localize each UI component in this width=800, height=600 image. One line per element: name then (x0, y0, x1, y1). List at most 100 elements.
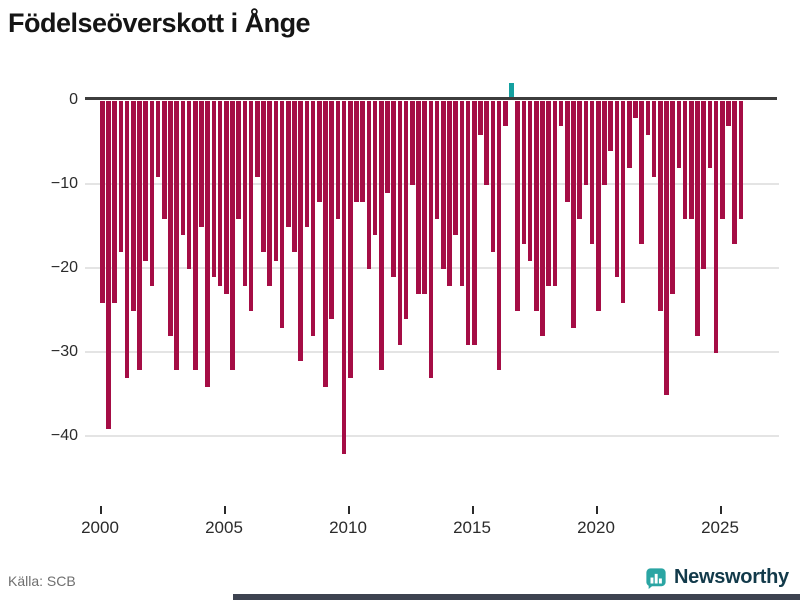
bar-2024-Q1 (695, 101, 700, 337)
bar-2021-Q2 (627, 101, 632, 169)
bar-2009-Q2 (329, 101, 334, 320)
bar-2005-Q4 (242, 101, 248, 286)
zero-axis-line (85, 97, 777, 100)
y-tick-label: −10 (50, 175, 78, 192)
bar-2007-Q2 (279, 101, 285, 328)
bar-2013-Q4 (441, 101, 446, 269)
bar-2020-Q2 (602, 101, 607, 185)
bar-2008-Q2 (304, 101, 310, 227)
bar-2025-Q1 (720, 101, 725, 219)
bar-2007-Q3 (286, 101, 291, 227)
bar-2007-Q1 (273, 101, 279, 261)
bar-2023-Q1 (670, 101, 675, 295)
bar-2023-Q3 (682, 101, 688, 219)
bar-2010-Q4 (366, 101, 372, 269)
bar-2012-Q3 (410, 101, 415, 185)
x-tick-label: 2025 (701, 518, 739, 537)
bar-2000-Q1 (100, 101, 105, 303)
bar-2013-Q2 (428, 101, 434, 379)
bar-2005-Q3 (236, 101, 241, 219)
bar-2018-Q1 (546, 101, 551, 286)
y-tick-label: −20 (50, 259, 78, 276)
bar-2008-Q3 (310, 101, 316, 337)
bar-2015-Q4 (490, 101, 496, 253)
bar-2012-Q2 (403, 101, 409, 320)
bar-2022-Q3 (658, 101, 663, 311)
bar-2001-Q1 (124, 101, 130, 379)
bar-2011-Q3 (385, 101, 390, 194)
bar-2019-Q4 (589, 101, 595, 244)
x-tick-mark (224, 506, 226, 514)
bar-2002-Q4 (168, 101, 173, 337)
brand-logo: Newsworthy (645, 566, 789, 589)
bar-2017-Q3 (534, 101, 539, 311)
bar-2010-Q2 (354, 101, 359, 202)
bar-2006-Q2 (255, 101, 260, 177)
gridline (85, 435, 779, 437)
bar-2019-Q3 (583, 101, 589, 185)
bar-2001-Q2 (131, 101, 136, 311)
bar-2011-Q4 (391, 101, 396, 278)
bar-2020-Q3 (608, 101, 613, 152)
x-tick-mark (348, 506, 350, 514)
page-title: Födelseöverskott i Ånge (8, 8, 311, 38)
newsworthy-icon (645, 567, 667, 589)
bar-2023-Q4 (689, 101, 694, 219)
bar-2019-Q2 (577, 101, 582, 219)
bar-2006-Q1 (248, 101, 254, 311)
bar-2001-Q4 (143, 101, 148, 261)
bar-2000-Q4 (118, 101, 124, 253)
bar-2002-Q2 (155, 101, 161, 177)
bar-2019-Q1 (571, 101, 576, 328)
bar-2014-Q4 (465, 101, 471, 345)
bar-2015-Q2 (478, 101, 483, 135)
bar-2005-Q1 (224, 101, 229, 295)
bar-2014-Q2 (453, 101, 458, 236)
bar-2003-Q2 (180, 101, 186, 236)
x-tick-label: 2005 (205, 518, 243, 537)
bar-2000-Q2 (106, 101, 111, 429)
bar-2001-Q3 (137, 101, 142, 370)
bar-2015-Q3 (484, 101, 489, 185)
x-tick-label: 2020 (577, 518, 615, 537)
bar-2024-Q2 (701, 101, 706, 269)
bar-2025-Q3 (732, 101, 737, 244)
x-tick-label: 2015 (453, 518, 491, 537)
bar-2025-Q4 (738, 101, 744, 219)
y-tick-label: −30 (50, 343, 78, 360)
bar-2021-Q3 (633, 101, 638, 118)
bar-2006-Q3 (261, 101, 266, 253)
x-tick-mark (100, 506, 102, 514)
bar-2021-Q1 (620, 101, 626, 303)
bar-2010-Q1 (348, 101, 353, 379)
bar-2022-Q4 (664, 101, 669, 395)
bar-2022-Q1 (645, 101, 651, 135)
bar-2021-Q4 (639, 101, 644, 244)
bar-2013-Q3 (434, 101, 440, 219)
bar-2016-Q4 (515, 101, 520, 311)
bar-2002-Q3 (162, 101, 167, 219)
bar-2002-Q1 (149, 101, 155, 286)
bar-2006-Q4 (267, 101, 272, 286)
bar-2011-Q1 (372, 101, 378, 236)
brand-name: Newsworthy (674, 566, 789, 588)
bar-2012-Q4 (416, 101, 421, 295)
bar-2025-Q2 (726, 101, 731, 127)
bar-2003-Q1 (174, 101, 179, 370)
bar-2008-Q1 (298, 101, 303, 362)
bar-2024-Q3 (707, 101, 713, 169)
bar-2009-Q4 (341, 101, 347, 454)
bar-2024-Q4 (713, 101, 719, 353)
bar-2012-Q1 (397, 101, 403, 345)
bar-2020-Q4 (614, 101, 620, 278)
bar-2005-Q2 (230, 101, 235, 370)
bar-2008-Q4 (317, 101, 322, 202)
y-tick-label: 0 (69, 91, 78, 108)
bar-2009-Q1 (323, 101, 328, 387)
bar-2004-Q3 (211, 101, 217, 278)
bar-2015-Q1 (472, 101, 477, 345)
x-tick-mark (472, 506, 474, 514)
bar-2014-Q3 (459, 101, 465, 286)
bar-2003-Q4 (193, 101, 198, 370)
